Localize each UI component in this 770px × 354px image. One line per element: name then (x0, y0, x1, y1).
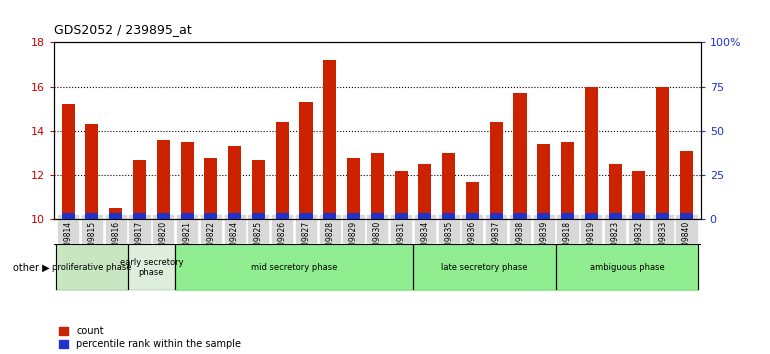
Bar (300, 102, 313, 219)
Text: early secretory
phase: early secretory phase (119, 258, 183, 277)
Bar (680, 213, 693, 219)
Bar (418, 213, 431, 219)
Bar (680, 151, 693, 219)
Bar (323, 60, 336, 219)
Bar (632, 213, 645, 219)
Bar (85, 124, 99, 219)
Bar (584, 87, 598, 219)
Bar (584, 213, 598, 219)
Bar (276, 122, 289, 219)
Bar (537, 144, 551, 219)
Bar (228, 147, 241, 219)
Bar (394, 171, 407, 219)
Bar (157, 213, 170, 219)
Bar (252, 160, 265, 219)
Bar (656, 87, 669, 219)
Bar (466, 213, 479, 219)
Bar (133, 213, 146, 219)
Bar (300, 213, 313, 219)
Bar (466, 182, 479, 219)
Bar (537, 213, 551, 219)
Bar (157, 140, 170, 219)
Bar (514, 93, 527, 219)
Bar (561, 213, 574, 219)
Bar (180, 213, 193, 219)
Bar (394, 213, 407, 219)
Bar (608, 213, 621, 219)
Bar (514, 213, 527, 219)
Bar (371, 213, 383, 219)
Text: mid secretory phase: mid secretory phase (251, 263, 337, 272)
Bar (442, 153, 455, 219)
Bar (323, 213, 336, 219)
Bar (608, 164, 621, 219)
Bar (85, 213, 99, 219)
Bar (109, 213, 122, 219)
Text: other ▶: other ▶ (13, 262, 50, 272)
Bar (371, 153, 383, 219)
Bar (347, 158, 360, 219)
Legend: count, percentile rank within the sample: count, percentile rank within the sample (59, 326, 241, 349)
Bar (62, 104, 75, 219)
Bar (204, 213, 217, 219)
Bar (442, 213, 455, 219)
Bar (347, 213, 360, 219)
Text: late secretory phase: late secretory phase (441, 263, 527, 272)
Text: ambiguous phase: ambiguous phase (590, 263, 665, 272)
Bar (180, 142, 193, 219)
Text: proliferative phase: proliferative phase (52, 263, 132, 272)
Bar (656, 213, 669, 219)
Bar (418, 164, 431, 219)
Text: GDS2052 / 239895_at: GDS2052 / 239895_at (54, 23, 192, 36)
Bar (228, 213, 241, 219)
Bar (632, 171, 645, 219)
Bar (62, 213, 75, 219)
Bar (109, 209, 122, 219)
Bar (252, 213, 265, 219)
Bar (133, 160, 146, 219)
Bar (276, 213, 289, 219)
Bar (204, 158, 217, 219)
Bar (561, 142, 574, 219)
Bar (490, 213, 503, 219)
Bar (490, 122, 503, 219)
